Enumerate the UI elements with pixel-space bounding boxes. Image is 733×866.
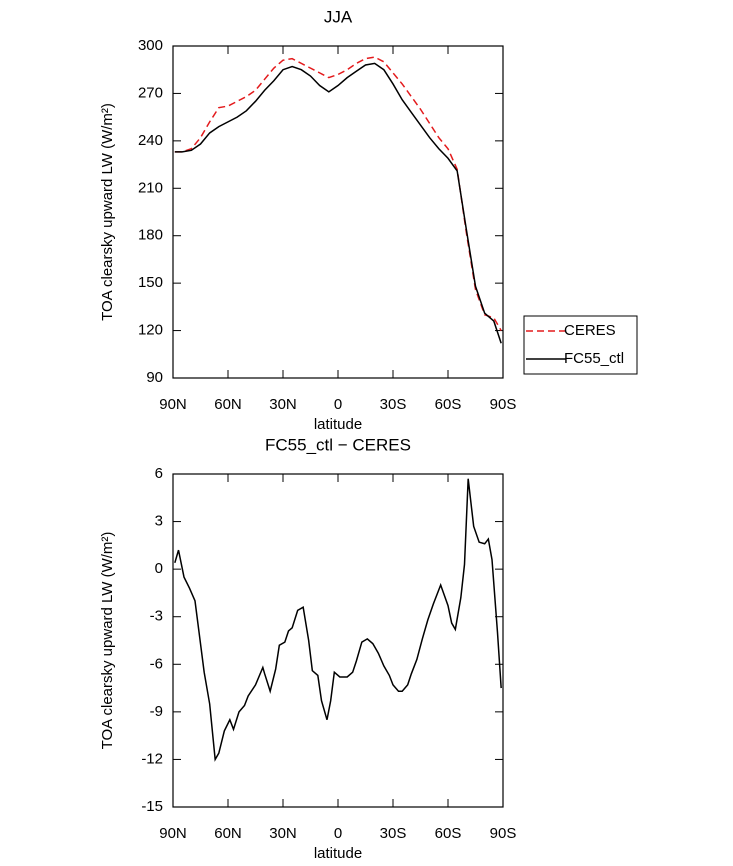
legend-label: FC55_ctl <box>564 350 624 367</box>
x-tick-label: 60N <box>214 825 242 842</box>
x-tick-label: 0 <box>334 825 342 842</box>
x-axis-label: latitude <box>314 845 362 862</box>
legend-box <box>523 315 638 375</box>
y-tick-label: 300 <box>138 37 163 54</box>
x-tick-label: 60S <box>435 825 462 842</box>
y-axis-label: TOA clearsky upward LW (W/m²) <box>99 103 116 321</box>
y-tick-label: 0 <box>155 560 163 577</box>
y-tick-label: -3 <box>150 608 163 625</box>
plot-frame <box>172 45 504 379</box>
x-tick-label: 60N <box>214 396 242 413</box>
plot-frame <box>172 473 504 808</box>
y-tick-label: 240 <box>138 132 163 149</box>
y-tick-label: -9 <box>150 703 163 720</box>
y-tick-label: 150 <box>138 274 163 291</box>
x-tick-label: 30S <box>380 396 407 413</box>
x-tick-label: 30N <box>269 825 297 842</box>
y-tick-label: 180 <box>138 227 163 244</box>
y-tick-label: -6 <box>150 655 163 672</box>
y-tick-label: 210 <box>138 179 163 196</box>
x-tick-label: 60S <box>435 396 462 413</box>
x-axis-label: latitude <box>314 416 362 433</box>
y-tick-label: 270 <box>138 84 163 101</box>
x-tick-label: 90S <box>490 825 517 842</box>
data-line <box>174 62 502 344</box>
y-tick-label: -15 <box>141 798 163 815</box>
x-tick-label: 0 <box>334 396 342 413</box>
x-tick-label: 90N <box>159 825 187 842</box>
y-axis-label: TOA clearsky upward LW (W/m²) <box>99 532 116 750</box>
legend: CERES FC55_ctl <box>523 315 638 375</box>
data-line <box>174 478 502 762</box>
data-line <box>174 56 502 331</box>
y-tick-label: -12 <box>141 750 163 767</box>
y-tick-label: 6 <box>155 465 163 482</box>
x-tick-label: 30S <box>380 825 407 842</box>
y-tick-label: 120 <box>138 322 163 339</box>
chart-title: FC55_ctl − CERES <box>265 435 411 454</box>
y-tick-label: 3 <box>155 513 163 530</box>
legend-label: CERES <box>564 322 616 339</box>
y-tick-label: 90 <box>146 369 163 386</box>
x-tick-label: 30N <box>269 396 297 413</box>
x-tick-label: 90N <box>159 396 187 413</box>
chart-title: JJA <box>324 7 353 26</box>
x-tick-label: 90S <box>490 396 517 413</box>
